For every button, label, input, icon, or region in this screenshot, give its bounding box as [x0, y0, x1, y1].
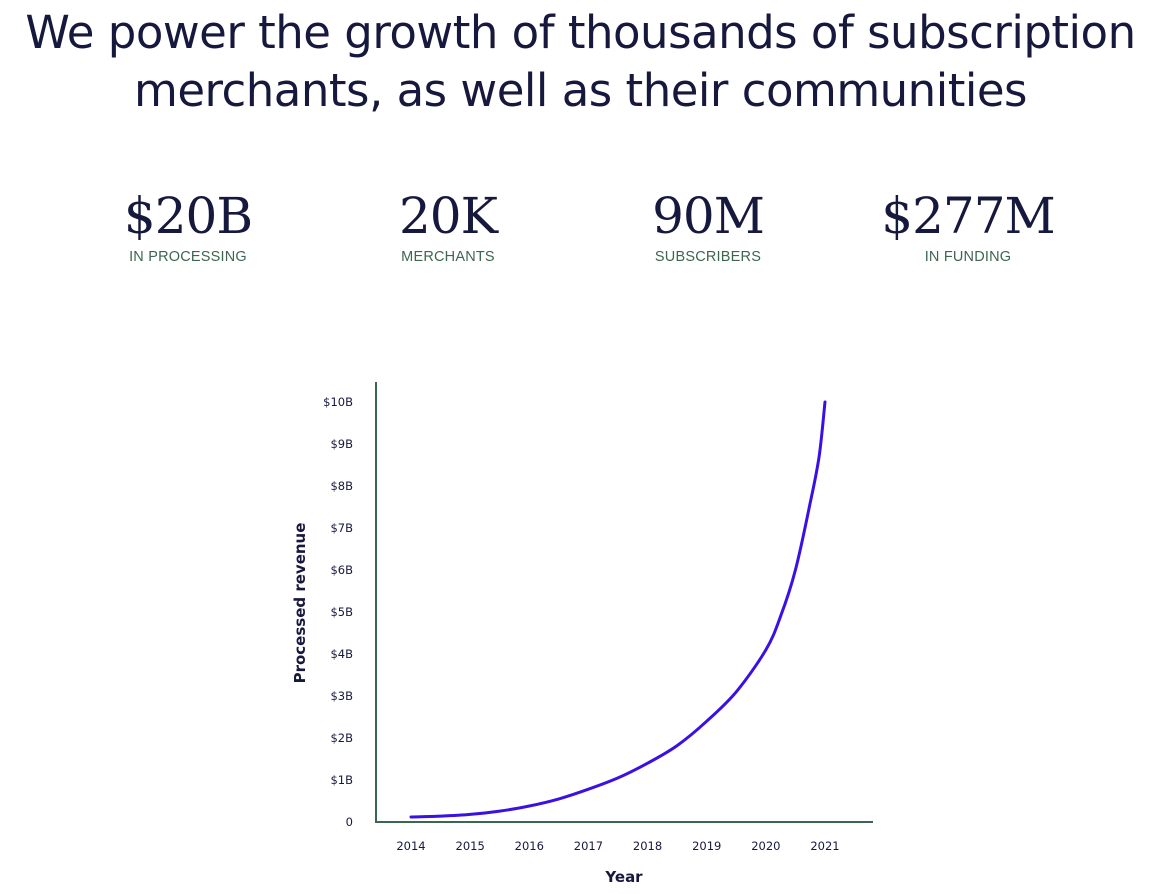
stat-value: $20B — [123, 187, 253, 245]
stat-label: IN FUNDING — [924, 249, 1012, 265]
y-tick-label: $10B — [323, 395, 353, 409]
stat-value: $277M — [881, 187, 1055, 245]
stat-label: SUBSCRIBERS — [654, 249, 762, 265]
y-tick-label: $9B — [330, 437, 353, 451]
stats-row: $20B IN PROCESSING 20K MERCHANTS 90M SUB… — [58, 186, 1098, 267]
y-tick-label: 0 — [346, 815, 353, 829]
stat-label: MERCHANTS — [401, 249, 495, 265]
x-tick-labels: 2014 2015 2016 2017 2018 2019 2020 2021 — [396, 839, 839, 853]
stat-processing: $20B IN PROCESSING — [58, 186, 318, 267]
y-tick-label: $7B — [330, 521, 353, 535]
x-tick-label: 2020 — [751, 839, 780, 853]
stat-merchants: 20K MERCHANTS — [318, 186, 578, 267]
y-tick-label: $1B — [330, 773, 353, 787]
headline-line-1: We power the growth of thousands of subs… — [25, 6, 1136, 59]
y-tick-label: $8B — [330, 479, 353, 493]
x-tick-label: 2017 — [574, 839, 603, 853]
y-tick-label: $5B — [330, 605, 353, 619]
x-tick-label: 2021 — [810, 839, 839, 853]
x-tick-label: 2019 — [692, 839, 721, 853]
revenue-series-line — [409, 400, 827, 819]
y-tick-label: $6B — [330, 563, 353, 577]
y-tick-labels: 0 $1B $2B $3B $4B $5B $6B $7B $8B $9B $10B — [323, 395, 353, 829]
stat-subscribers: 90M SUBSCRIBERS — [578, 186, 838, 267]
x-tick-label: 2018 — [633, 839, 662, 853]
x-tick-label: 2014 — [396, 839, 425, 853]
page-headline: We power the growth of thousands of subs… — [0, 4, 1161, 120]
x-tick-label: 2016 — [515, 839, 544, 853]
y-axis-title: Processed revenue — [291, 523, 309, 684]
x-axis-title: Year — [604, 868, 643, 886]
stat-value: 90M — [652, 187, 765, 245]
headline-line-2: merchants, as well as their communities — [134, 64, 1027, 117]
y-tick-label: $3B — [330, 689, 353, 703]
y-tick-label: $4B — [330, 647, 353, 661]
y-tick-label: $2B — [330, 731, 353, 745]
x-tick-label: 2015 — [456, 839, 485, 853]
stat-label: IN PROCESSING — [129, 249, 247, 265]
stat-value: 20K — [399, 187, 498, 245]
stat-funding: $277M IN FUNDING — [838, 186, 1098, 267]
